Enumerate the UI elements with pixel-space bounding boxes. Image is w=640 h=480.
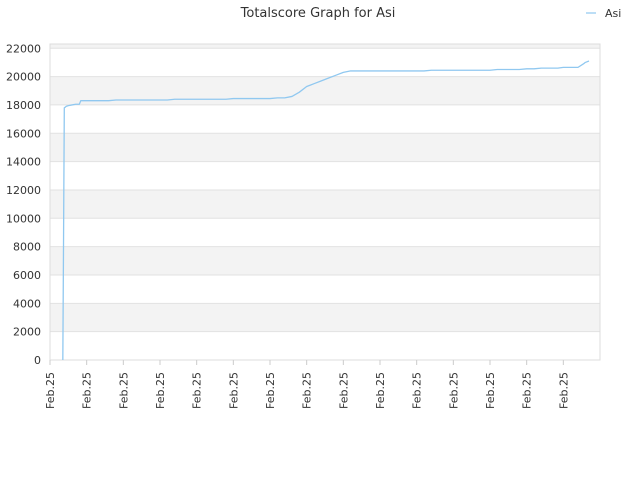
x-tick-label: Feb.25 bbox=[557, 372, 570, 409]
y-axis: 0 2000 4000 6000 8000 10000 12000 14000 16000 180… bbox=[6, 42, 41, 367]
grid-band bbox=[50, 44, 600, 49]
x-tick-label: Feb.25 bbox=[337, 372, 350, 409]
grid-band bbox=[50, 161, 600, 190]
grid-bands bbox=[50, 44, 600, 361]
y-tick-label: 22000 bbox=[6, 42, 41, 55]
y-tick-label: 10000 bbox=[6, 212, 41, 225]
x-axis: Feb.25 Feb.25 Feb.25 Feb.25 Feb.25 Feb.25 Feb.… bbox=[44, 360, 570, 409]
grid-band bbox=[50, 48, 600, 77]
x-tick-label: Feb.25 bbox=[81, 372, 94, 409]
grid-band bbox=[50, 303, 600, 332]
grid-band bbox=[50, 76, 600, 105]
x-tick-label: Feb.25 bbox=[521, 372, 534, 409]
legend[interactable]: Asi bbox=[586, 7, 621, 20]
grid-band bbox=[50, 189, 600, 219]
chart-title: Totalscore Graph for Asi bbox=[240, 6, 396, 21]
x-tick-label: Feb.25 bbox=[264, 372, 277, 409]
series-line-asi bbox=[62, 60, 590, 361]
y-tick-label: 14000 bbox=[6, 156, 41, 169]
grid-band bbox=[50, 133, 600, 162]
x-tick-label: Feb.25 bbox=[447, 372, 460, 409]
x-tick-label: Feb.25 bbox=[301, 372, 314, 409]
x-tick-label: Feb.25 bbox=[117, 372, 130, 409]
x-tick-label: Feb.25 bbox=[374, 372, 387, 409]
x-tick-label: Feb.25 bbox=[484, 372, 497, 409]
grid-band bbox=[50, 218, 600, 247]
y-tick-label: 18000 bbox=[6, 99, 41, 112]
y-tick-label: 4000 bbox=[13, 297, 41, 310]
x-tick-label: Feb.25 bbox=[227, 372, 240, 409]
plot-area-frame bbox=[49, 43, 601, 361]
grid-band bbox=[50, 104, 600, 134]
series-layer bbox=[62, 60, 590, 361]
x-tick-label: Feb.25 bbox=[44, 372, 57, 409]
y-tick-label: 6000 bbox=[13, 269, 41, 282]
grid-band bbox=[50, 331, 600, 360]
x-tick-label: Feb.25 bbox=[191, 372, 204, 409]
grid-band bbox=[50, 246, 600, 275]
x-tick-label: Feb.25 bbox=[411, 372, 424, 409]
legend-label-asi: Asi bbox=[605, 7, 621, 20]
y-tick-label: 2000 bbox=[13, 326, 41, 339]
y-tick-label: 16000 bbox=[6, 127, 41, 140]
y-tick-label: 8000 bbox=[13, 241, 41, 254]
y-tick-label: 12000 bbox=[6, 184, 41, 197]
y-tick-label: 0 bbox=[34, 354, 41, 367]
y-tick-label: 20000 bbox=[6, 71, 41, 84]
grid-band bbox=[50, 274, 600, 304]
x-tick-label: Feb.25 bbox=[154, 372, 167, 409]
